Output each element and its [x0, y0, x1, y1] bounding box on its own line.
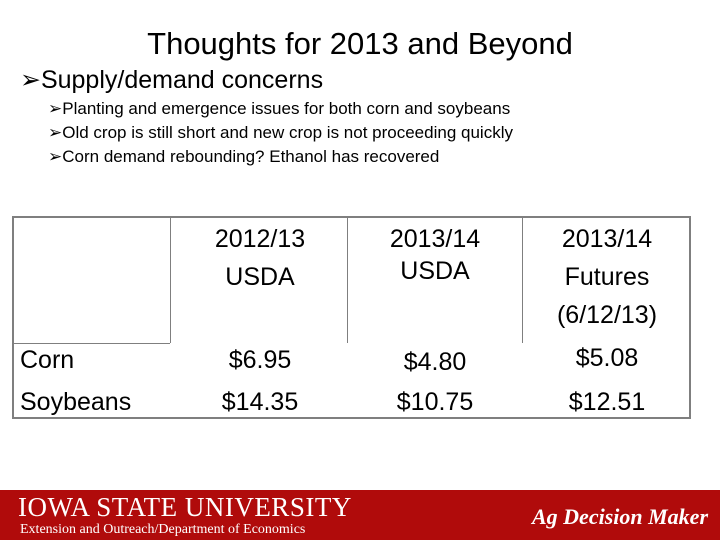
column-header: 2013/14 USDA — [348, 220, 522, 290]
table-divider — [347, 218, 348, 343]
brand-logo: Ag Decision Maker — [532, 504, 708, 529]
column-header-line: Futures — [564, 263, 650, 291]
column-header-line: USDA — [225, 263, 295, 291]
sub-bullet-text: Planting and emergence issues for both c… — [62, 99, 511, 118]
sub-bullet-list: ➢Planting and emergence issues for both … — [48, 97, 513, 169]
arrow-bullet-icon: ➢ — [20, 65, 41, 94]
column-header: 2012/13 USDA — [174, 220, 346, 296]
sub-bullet-text: Corn demand rebounding? Ethanol has reco… — [62, 147, 440, 166]
table-divider — [522, 218, 523, 343]
table-cell: $14.35 — [221, 388, 299, 416]
arrow-bullet-icon: ➢ — [48, 123, 63, 143]
university-logo: IOWA STATE UNIVERSITY — [18, 492, 352, 522]
slide-title: Thoughts for 2013 and Beyond — [147, 26, 573, 61]
footer-subtitle: Extension and Outreach/Department of Eco… — [20, 522, 306, 537]
table-cell: $6.95 — [228, 346, 292, 374]
column-header-line: USDA — [400, 257, 470, 285]
table-divider — [14, 343, 170, 344]
column-header-line: (6/12/13) — [556, 301, 658, 329]
arrow-bullet-icon: ➢ — [48, 99, 63, 119]
table-cell: $10.75 — [396, 388, 474, 416]
column-header: 2013/14 Futures (6/12/13) — [523, 220, 691, 334]
price-table: 2012/13 USDA 2013/14 USDA 2013/14 Future… — [12, 216, 691, 419]
table-cell: $12.51 — [568, 388, 646, 416]
table-divider — [170, 218, 171, 343]
column-header-line: 2013/14 — [561, 225, 653, 253]
row-label: Soybeans — [20, 388, 132, 416]
main-bullet: ➢Supply/demand concerns — [20, 64, 323, 96]
table-cell: $5.08 — [575, 344, 639, 372]
sub-bullet: ➢Planting and emergence issues for both … — [48, 97, 513, 121]
sub-bullet-text: Old crop is still short and new crop is … — [62, 123, 513, 142]
main-bullet-text: Supply/demand concerns — [40, 66, 324, 94]
arrow-bullet-icon: ➢ — [48, 147, 63, 167]
footer-bar: IOWA STATE UNIVERSITY Extension and Outr… — [0, 490, 720, 540]
column-header-line: 2012/13 — [214, 225, 306, 253]
row-label: Corn — [20, 346, 75, 374]
sub-bullet: ➢Corn demand rebounding? Ethanol has rec… — [48, 145, 513, 169]
table-cell: $4.80 — [403, 348, 467, 376]
sub-bullet: ➢Old crop is still short and new crop is… — [48, 121, 513, 145]
column-header-line: 2013/14 — [389, 225, 481, 253]
